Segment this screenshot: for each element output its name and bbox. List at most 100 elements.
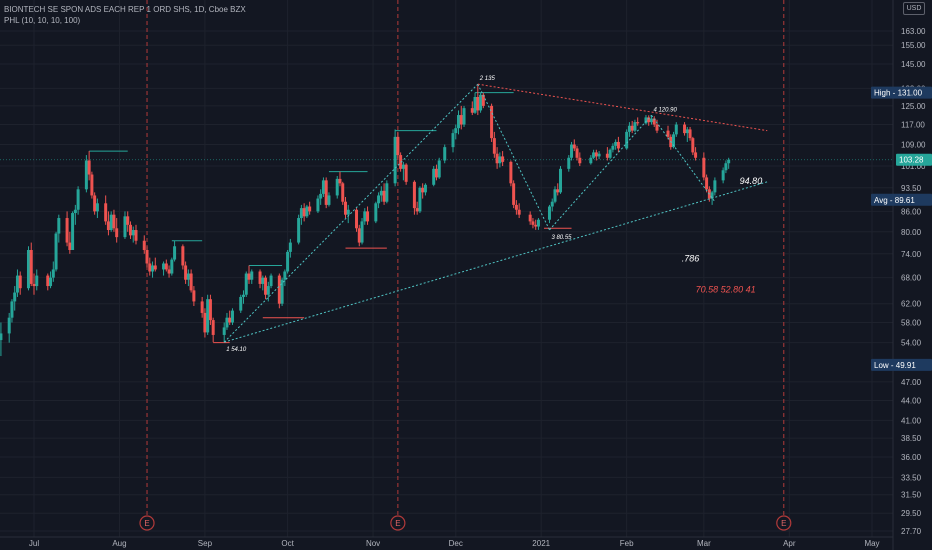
candle-up[interactable] — [10, 299, 14, 323]
candle-up[interactable] — [261, 275, 265, 291]
candle-up[interactable] — [286, 249, 290, 274]
candle-down[interactable] — [29, 242, 33, 287]
candle-up[interactable] — [26, 246, 30, 291]
candle-up[interactable] — [627, 122, 631, 137]
candle-up[interactable] — [423, 183, 427, 196]
candle-up[interactable] — [250, 269, 254, 284]
earnings-marker[interactable] — [139, 515, 155, 531]
candle-down[interactable] — [691, 136, 695, 156]
candle-down[interactable] — [534, 219, 538, 230]
candle-up[interactable] — [335, 175, 339, 199]
candle-up[interactable] — [418, 186, 422, 214]
candle-down[interactable] — [490, 103, 494, 142]
candle-up[interactable] — [0, 322, 3, 357]
candle-down[interactable] — [501, 151, 505, 167]
candle-down[interactable] — [126, 211, 130, 232]
candle-up[interactable] — [84, 155, 88, 193]
candle-down[interactable] — [142, 235, 146, 254]
candle-up[interactable] — [109, 211, 113, 232]
candle-down[interactable] — [382, 183, 386, 205]
candle-down[interactable] — [647, 115, 651, 126]
candle-up[interactable] — [377, 192, 381, 209]
candle-up[interactable] — [186, 269, 190, 287]
candle-down[interactable] — [228, 310, 232, 325]
candle-up[interactable] — [288, 238, 292, 258]
candle-down[interactable] — [153, 257, 157, 272]
candle-down[interactable] — [104, 195, 108, 225]
candle-down[interactable] — [302, 203, 306, 222]
candle-up[interactable] — [644, 115, 648, 125]
candle-up[interactable] — [360, 218, 364, 245]
candle-up[interactable] — [374, 201, 378, 224]
candle-up[interactable] — [401, 161, 405, 181]
candle-down[interactable] — [509, 160, 513, 187]
candle-up[interactable] — [479, 92, 483, 113]
candle-down[interactable] — [93, 192, 97, 215]
candle-up[interactable] — [319, 189, 323, 205]
candle-down[interactable] — [404, 163, 408, 185]
candle-up[interactable] — [536, 218, 540, 230]
candle-up[interactable] — [76, 186, 80, 215]
currency-button[interactable]: USD — [903, 2, 925, 15]
candle-up[interactable] — [162, 261, 166, 276]
candle-down[interactable] — [181, 244, 185, 270]
candle-down[interactable] — [167, 265, 171, 278]
candle-up[interactable] — [550, 198, 554, 212]
candle-down[interactable] — [578, 152, 582, 167]
candle-up[interactable] — [498, 152, 502, 168]
candle-up[interactable] — [721, 167, 725, 184]
candle-down[interactable] — [355, 208, 359, 232]
candle-up[interactable] — [280, 277, 284, 306]
candle-down[interactable] — [145, 246, 149, 268]
candle-up[interactable] — [443, 144, 447, 164]
candle-up[interactable] — [597, 151, 601, 160]
candle-up[interactable] — [611, 143, 615, 153]
candle-down[interactable] — [258, 269, 262, 289]
candle-up[interactable] — [206, 294, 210, 335]
candle-up[interactable] — [230, 308, 234, 325]
candle-up[interactable] — [457, 110, 461, 135]
candle-up[interactable] — [713, 177, 717, 196]
candle-up[interactable] — [225, 312, 229, 330]
candle-up[interactable] — [95, 198, 99, 219]
candle-up[interactable] — [321, 177, 325, 197]
candle-down[interactable] — [277, 273, 281, 309]
candle-down[interactable] — [636, 117, 640, 126]
candle-down[interactable] — [412, 180, 416, 215]
candle-up[interactable] — [57, 214, 61, 243]
candle-down[interactable] — [476, 84, 480, 116]
candle-up[interactable] — [7, 312, 11, 343]
candle-down[interactable] — [415, 201, 419, 215]
candle-up[interactable] — [633, 119, 637, 132]
candle-up[interactable] — [451, 129, 455, 153]
candle-down[interactable] — [134, 224, 138, 245]
candle-down[interactable] — [128, 221, 132, 239]
candle-down[interactable] — [666, 125, 670, 140]
candle-up[interactable] — [13, 286, 17, 311]
candle-up[interactable] — [592, 149, 596, 160]
candle-up[interactable] — [283, 269, 287, 287]
candle-up[interactable] — [299, 204, 303, 225]
candle-down[interactable] — [594, 149, 598, 161]
candle-down[interactable] — [90, 171, 94, 199]
candle-up[interactable] — [363, 208, 367, 225]
candle-down[interactable] — [112, 209, 116, 232]
candle-up[interactable] — [15, 269, 19, 297]
candle-up[interactable] — [437, 157, 441, 179]
candle-down[interactable] — [32, 273, 36, 295]
candle-down[interactable] — [556, 183, 560, 196]
candle-down[interactable] — [702, 152, 706, 181]
candle-down[interactable] — [106, 211, 110, 236]
candle-down[interactable] — [308, 201, 312, 215]
candle-down[interactable] — [208, 294, 212, 325]
candle-down[interactable] — [683, 122, 687, 136]
candle-up[interactable] — [151, 261, 155, 278]
candle-down[interactable] — [68, 231, 72, 254]
candle-down[interactable] — [630, 120, 634, 134]
candle-down[interactable] — [605, 147, 609, 161]
candle-down[interactable] — [694, 147, 698, 161]
candle-up[interactable] — [131, 226, 135, 243]
candle-up[interactable] — [123, 211, 127, 239]
candle-down[interactable] — [434, 164, 438, 181]
